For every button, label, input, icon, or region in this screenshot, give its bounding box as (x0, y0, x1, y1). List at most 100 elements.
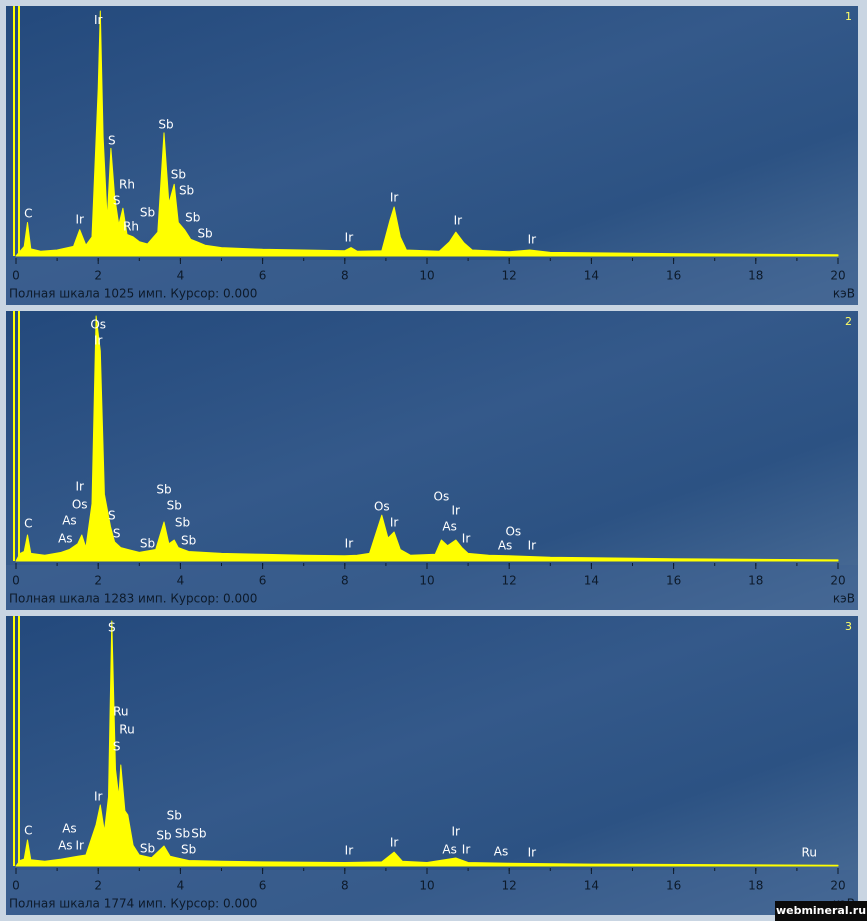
panel-label: 3 (845, 620, 852, 633)
peak-label: Sb (167, 499, 182, 513)
peak-label: Ir (94, 334, 103, 348)
peak-label: S (113, 527, 121, 541)
peak-label: Ru (113, 705, 128, 719)
peak-label: Sb (140, 842, 155, 856)
panel-label: 2 (845, 315, 852, 328)
x-tick-label: 0 (12, 269, 20, 283)
x-unit-label: кэВ (833, 592, 855, 606)
peak-label: Ir (345, 843, 354, 857)
x-tick-label: 6 (259, 574, 267, 588)
watermark-box (775, 901, 867, 921)
peak-label: As (62, 821, 76, 835)
axis-strip (6, 260, 858, 305)
x-tick-label: 20 (830, 574, 845, 588)
peak-label: Os (434, 490, 450, 504)
peak-label: Os (374, 499, 390, 513)
x-tick-label: 4 (177, 269, 185, 283)
axis-strip (6, 870, 858, 915)
peak-label: Ir (462, 842, 471, 856)
peak-label: Ir (452, 825, 461, 839)
x-tick-label: 18 (748, 879, 763, 893)
peak-label: Sb (181, 533, 196, 547)
peak-label: S (113, 739, 121, 753)
x-tick-label: 18 (748, 269, 763, 283)
x-tick-label: 4 (177, 879, 185, 893)
footer: Полная шкала 1774 имп. Курсор: 0.000 (9, 897, 257, 911)
peak-label: As (494, 845, 508, 859)
peak-label: Sb (140, 537, 155, 551)
peak-label: Sb (171, 167, 186, 181)
x-tick-label: 0 (12, 879, 20, 893)
x-tick-label: 8 (341, 574, 349, 588)
peak-label: C (24, 516, 32, 530)
footer: Полная шкала 1025 имп. Курсор: 0.000 (9, 287, 257, 301)
x-tick-label: 10 (419, 574, 434, 588)
peak-label: Os (505, 524, 521, 538)
x-tick-label: 20 (830, 269, 845, 283)
peak-label: Ir (75, 480, 84, 494)
x-tick-label: 18 (748, 574, 763, 588)
peak-label: Ir (345, 537, 354, 551)
x-tick-label: 2 (94, 574, 102, 588)
x-tick-label: 2 (94, 269, 102, 283)
panel-label: 1 (845, 10, 852, 23)
x-tick-label: 6 (259, 269, 267, 283)
x-tick-label: 10 (419, 879, 434, 893)
peak-label: Sb (185, 210, 200, 224)
peak-label: S (108, 134, 116, 148)
x-tick-label: 8 (341, 879, 349, 893)
peak-label: Sb (191, 826, 206, 840)
peak-label: Sb (179, 183, 194, 197)
peak-label: Ir (94, 13, 103, 27)
x-tick-label: 0 (12, 574, 20, 588)
peak-label: S (113, 194, 121, 208)
watermark: webmineral.ru (776, 904, 866, 917)
x-tick-label: 2 (94, 879, 102, 893)
spectrum (15, 620, 839, 867)
peak-label: Ir (462, 532, 471, 546)
peak-label: Ir (528, 538, 537, 552)
peak-label: As (58, 838, 72, 852)
peak-label: S (108, 508, 116, 522)
x-tick-label: 14 (584, 574, 599, 588)
x-tick-label: 16 (666, 574, 681, 588)
x-tick-label: 14 (584, 269, 599, 283)
peak-label: Ir (390, 515, 399, 529)
x-tick-label: 10 (419, 269, 434, 283)
x-tick-label: 6 (259, 879, 267, 893)
peak-label: Sb (175, 826, 190, 840)
peak-label: Ir (528, 232, 537, 246)
x-tick-label: 4 (177, 574, 185, 588)
peak-label: Ir (345, 231, 354, 245)
peak-label: Ir (390, 836, 399, 850)
peak-label: As (442, 842, 456, 856)
x-tick-label: 8 (341, 269, 349, 283)
peak-label: Sb (167, 809, 182, 823)
peak-label: Os (90, 317, 106, 331)
peak-label: Sb (175, 515, 190, 529)
footer: Полная шкала 1283 имп. Курсор: 0.000 (9, 592, 257, 606)
axis-strip (6, 565, 858, 610)
x-tick-label: 20 (830, 879, 845, 893)
peak-label: Ir (75, 213, 84, 227)
peak-label: As (442, 520, 456, 534)
peak-label: Rh (119, 178, 135, 192)
peak-label: Ir (94, 789, 103, 803)
peak-label: Ir (75, 838, 84, 852)
peak-label: C (24, 824, 32, 838)
peak-label: Sb (156, 482, 171, 496)
peak-label: Sb (181, 842, 196, 856)
x-unit-label: кэВ (833, 287, 855, 301)
peak-label: As (498, 538, 512, 552)
peak-label: Rh (123, 220, 139, 234)
peak-label: As (62, 514, 76, 528)
peak-label: Sb (158, 118, 173, 132)
x-tick-label: 12 (502, 574, 517, 588)
peak-label: Ir (454, 214, 463, 228)
spectrum (15, 315, 839, 562)
x-tick-label: 14 (584, 879, 599, 893)
peak-label: As (58, 532, 72, 546)
peak-label: Ru (119, 722, 134, 736)
peak-label: Sb (197, 227, 212, 241)
